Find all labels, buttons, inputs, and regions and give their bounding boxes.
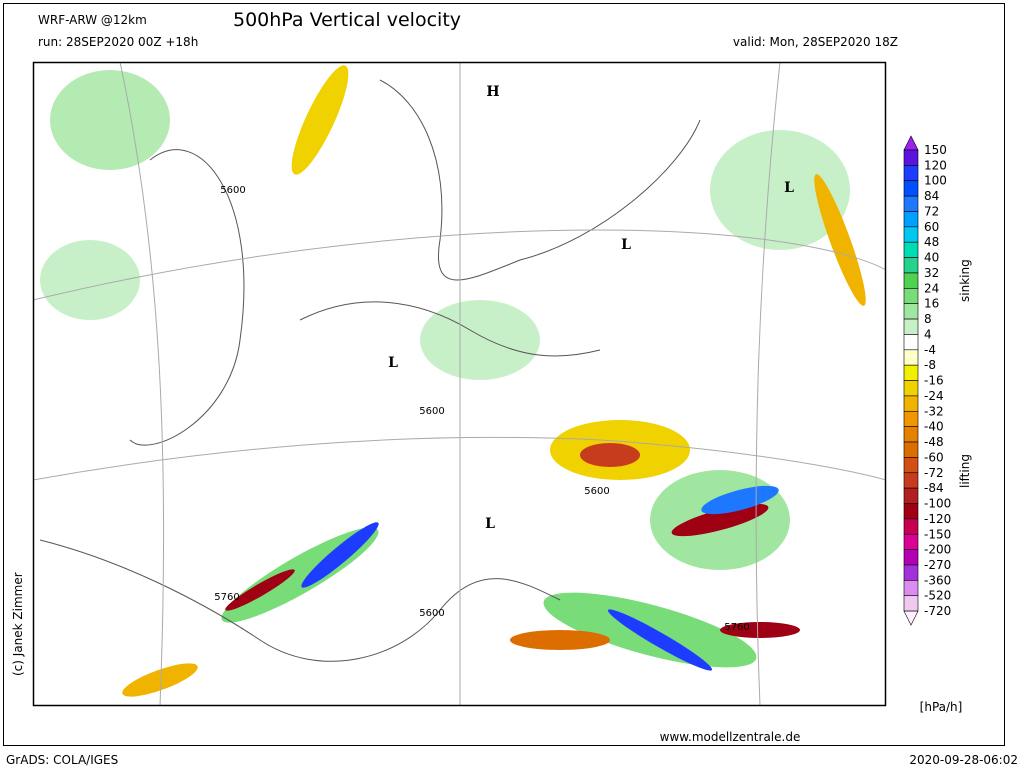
credit: (c) Janek Zimmer [11, 572, 25, 676]
colorbar-bin [903, 257, 919, 274]
colorbar-bin [903, 380, 919, 397]
timestamp: 2020-09-28-06:02 [909, 753, 1018, 767]
title: 500hPa Vertical velocity [233, 9, 461, 31]
colorbar-bin [903, 564, 919, 581]
colorbar-bin [903, 241, 919, 258]
colorbar-bin [903, 226, 919, 243]
colorbar-label: 8 [924, 312, 932, 326]
colorbar-arrow [903, 610, 919, 626]
software-credit: GrADS: COLA/IGES [6, 753, 118, 767]
colorbar-bin [903, 533, 919, 550]
colorbar-bin [903, 211, 919, 228]
colorbar-label: -8 [924, 358, 936, 372]
colorbar-label: 48 [924, 235, 939, 249]
colorbar-label: -520 [924, 589, 951, 603]
colorbar-bin [903, 303, 919, 320]
colorbar-label: -24 [924, 389, 944, 403]
colorbar-label: -720 [924, 604, 951, 618]
model-name: WRF-ARW @12km [38, 13, 147, 27]
map-border [32, 61, 887, 707]
contour-label: 5600 [419, 406, 444, 417]
contour-label: 5600 [220, 185, 245, 196]
colorbar-label: 60 [924, 220, 939, 234]
unit-label: [hPa/h] [920, 700, 963, 714]
colorbar-label: -60 [924, 450, 944, 464]
contour-label: 5760 [214, 592, 239, 603]
colorbar-label: -40 [924, 420, 944, 434]
colorbar-bin [903, 165, 919, 182]
colorbar-bin [903, 349, 919, 366]
colorbar-bin [903, 364, 919, 381]
colorbar-label: 120 [924, 158, 947, 172]
colorbar-bin [903, 441, 919, 458]
colorbar-bin [903, 518, 919, 535]
contour-label: 5760 [724, 622, 749, 633]
colorbar-bin [903, 457, 919, 474]
contour-label: 5600 [584, 486, 609, 497]
colorbar-bin [903, 288, 919, 304]
pressure-center: L [784, 180, 794, 196]
field [33, 62, 886, 706]
website: www.modellzentrale.de [660, 730, 801, 744]
colorbar-bin [903, 549, 919, 566]
colorbar-label: -150 [924, 527, 951, 541]
colorbar-label: -120 [924, 512, 951, 526]
run-time: run: 28SEP2020 00Z +18h [38, 35, 198, 49]
map-area: H L L L L 5600 5600 5600 5600 5760 5760 … [11, 61, 887, 707]
colorbar-label: -32 [924, 404, 944, 418]
colorbar-bin [903, 503, 919, 520]
colorbar-bin [903, 334, 919, 351]
colorbar-label: 72 [924, 204, 939, 218]
colorbar-lower-label: lifting [958, 454, 972, 488]
colorbar-arrow [903, 135, 919, 151]
colorbar-label: -270 [924, 558, 951, 572]
colorbar-label: 32 [924, 266, 939, 280]
colorbar-bin [903, 180, 919, 197]
colorbar-upper-label: sinking [958, 259, 972, 302]
colorbar-label: 84 [924, 189, 939, 203]
colorbar-bin [903, 272, 919, 289]
colorbar-bin [903, 318, 919, 335]
colorbar-label: -4 [924, 343, 936, 357]
colorbar-label: 100 [924, 174, 947, 188]
colorbar-bin [903, 410, 919, 427]
colorbar-bin [903, 487, 919, 504]
colorbar-label: 16 [924, 297, 939, 311]
colorbar-label: -360 [924, 573, 951, 587]
colorbar-bin [903, 149, 919, 166]
colorbar-bin [903, 426, 919, 443]
frame [3, 3, 1005, 746]
colorbar-label: -48 [924, 435, 944, 449]
colorbar-label: -84 [924, 481, 944, 495]
colorbar-label: -200 [924, 543, 951, 557]
colorbar-label: -100 [924, 497, 951, 511]
colorbar-label: 4 [924, 327, 932, 341]
valid-time: valid: Mon, 28SEP2020 18Z [733, 35, 898, 49]
colorbar-bin [903, 195, 919, 212]
colorbar-label: 150 [924, 143, 947, 157]
colorbar-label: 40 [924, 251, 939, 265]
pressure-center: L [621, 237, 631, 253]
colorbar-bin [903, 395, 919, 412]
pressure-center: L [388, 355, 398, 371]
colorbar-bin [903, 595, 919, 612]
colorbar-label: -72 [924, 466, 944, 480]
pressure-center: L [485, 516, 495, 532]
colorbar: 150120100847260484032241684-4-8-16-24-32… [903, 135, 951, 626]
colorbar-label: -16 [924, 374, 944, 388]
colorbar-bin [903, 472, 919, 489]
colorbar-label: 24 [924, 281, 939, 295]
colorbar-bin [903, 580, 919, 597]
contour-label: 5600 [419, 608, 444, 619]
pressure-center: H [486, 84, 499, 100]
